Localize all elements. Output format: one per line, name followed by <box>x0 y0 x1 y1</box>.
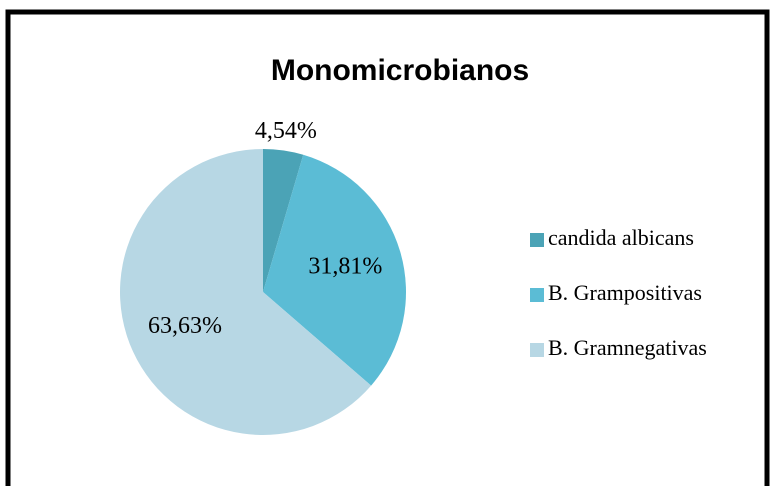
chart-title: Monomicrobianos <box>271 54 529 87</box>
legend-label: candida albicans <box>548 225 694 250</box>
legend-label: B. Gramnegativas <box>548 335 707 360</box>
pie-slice <box>263 154 406 386</box>
legend-swatch <box>530 343 544 357</box>
pie-slice <box>263 149 304 292</box>
legend-swatch <box>530 233 544 247</box>
legend-label: B. Grampositivas <box>548 280 702 305</box>
data-label: 63,63% <box>148 313 222 339</box>
pie-slice <box>119 149 372 435</box>
data-label: 4,54% <box>255 118 317 144</box>
data-label: 31,81% <box>308 253 382 279</box>
legend-swatch <box>530 288 544 302</box>
